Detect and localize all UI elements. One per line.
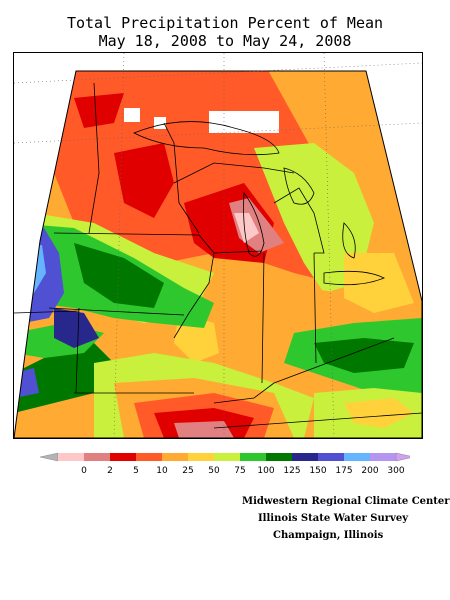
legend-under-triangle (40, 452, 59, 462)
legend-swatch (136, 453, 162, 461)
legend-swatch (344, 453, 370, 461)
legend-tick-label: 150 (309, 466, 326, 476)
legend-swatch (84, 453, 110, 461)
map-title: Total Precipitation Percent of Mean (66, 14, 384, 32)
legend-swatch (240, 453, 266, 461)
legend-swatch (58, 453, 84, 461)
legend-tick-label: 200 (361, 466, 378, 476)
legend-tick-label: 25 (182, 466, 193, 476)
domain-outline (14, 70, 422, 438)
credit-survey: Illinois State Water Survey (258, 513, 409, 524)
legend-over-triangle (395, 452, 410, 462)
legend-swatch (292, 453, 318, 461)
legend-swatch (266, 453, 292, 461)
map-date-range: May 18, 2008 to May 24, 2008 (98, 32, 352, 50)
state-boundaries (14, 82, 422, 429)
precipitation-map (13, 52, 423, 439)
legend-tick-label: 125 (283, 466, 300, 476)
legend-tick-label: 10 (156, 466, 168, 476)
legend-tick-label: 75 (234, 466, 245, 476)
color-legend: 0 2 5 10 25 50 75 100 125 150 175 200 300 (40, 452, 410, 476)
legend-swatch (370, 453, 396, 461)
legend-swatch (214, 453, 240, 461)
legend-swatch (162, 453, 188, 461)
precip-fields (14, 71, 422, 438)
legend-tick-label: 2 (107, 466, 113, 476)
legend-swatch (110, 453, 136, 461)
legend-tick-label: 50 (208, 466, 220, 476)
great-lakes (133, 121, 385, 286)
graticule (14, 53, 422, 438)
credit-location: Champaign, Illinois (273, 530, 384, 541)
legend-tick-label: 0 (81, 466, 87, 476)
legend-tick-label: 5 (133, 466, 139, 476)
legend-tick-label: 175 (335, 466, 352, 476)
legend-swatch (318, 453, 344, 461)
legend-swatch (188, 453, 214, 461)
legend-tick-label: 100 (257, 466, 274, 476)
legend-tick-label: 300 (387, 466, 404, 476)
credit-organization: Midwestern Regional Climate Center (242, 496, 450, 507)
